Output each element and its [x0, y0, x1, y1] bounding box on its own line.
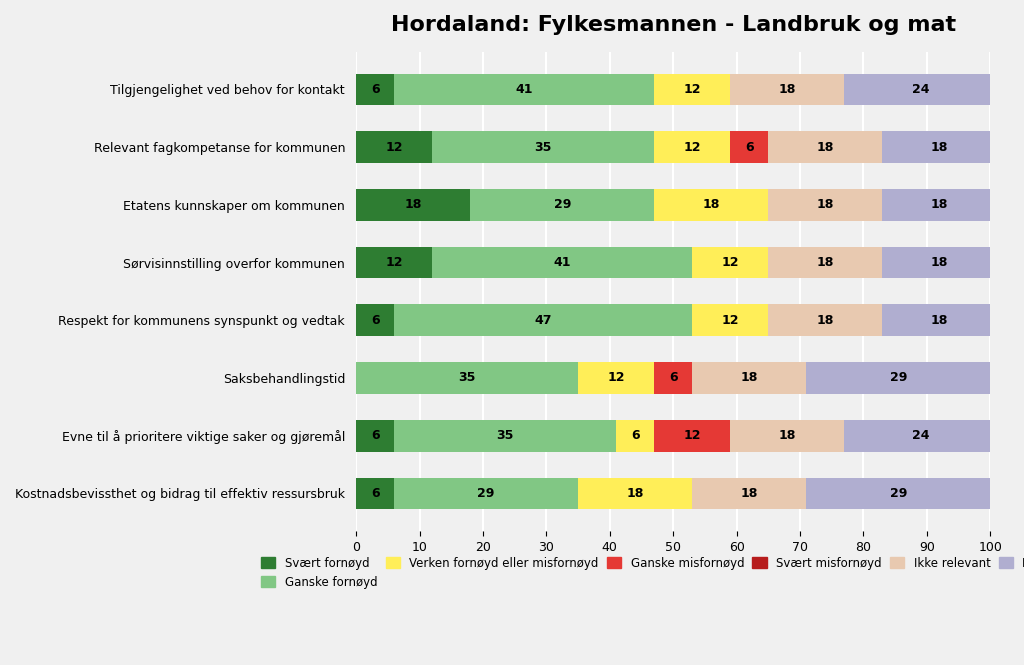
Text: 6: 6 — [669, 372, 678, 384]
Bar — [845, 420, 996, 452]
Text: 18: 18 — [627, 487, 644, 500]
Text: 24: 24 — [911, 429, 929, 442]
Text: 18: 18 — [702, 198, 720, 211]
Bar — [616, 420, 654, 452]
Text: 35: 35 — [497, 429, 514, 442]
Bar — [579, 477, 692, 509]
Text: 29: 29 — [890, 372, 907, 384]
Text: 29: 29 — [477, 487, 495, 500]
Bar — [692, 247, 768, 279]
Text: 6: 6 — [371, 83, 380, 96]
Text: 18: 18 — [931, 198, 948, 211]
Text: 18: 18 — [778, 429, 796, 442]
Text: 35: 35 — [535, 141, 552, 154]
Text: 18: 18 — [817, 198, 835, 211]
Bar — [356, 362, 579, 394]
Text: 47: 47 — [535, 314, 552, 327]
Bar — [806, 477, 990, 509]
Text: 6: 6 — [631, 429, 639, 442]
Bar — [356, 420, 394, 452]
Bar — [768, 247, 883, 279]
Text: 12: 12 — [607, 372, 625, 384]
Text: 18: 18 — [778, 83, 796, 96]
Bar — [356, 189, 470, 221]
Bar — [806, 362, 990, 394]
Text: 18: 18 — [931, 141, 948, 154]
Bar — [394, 477, 579, 509]
Bar — [356, 74, 394, 105]
Bar — [692, 362, 806, 394]
Bar — [394, 420, 616, 452]
Text: 24: 24 — [911, 83, 929, 96]
Bar — [730, 74, 845, 105]
Bar — [883, 131, 996, 163]
Text: 6: 6 — [745, 141, 754, 154]
Bar — [394, 74, 654, 105]
Text: 18: 18 — [740, 487, 758, 500]
Title: Hordaland: Fylkesmannen - Landbruk og mat: Hordaland: Fylkesmannen - Landbruk og ma… — [390, 15, 955, 35]
Bar — [654, 362, 692, 394]
Text: 12: 12 — [683, 83, 701, 96]
Bar — [883, 305, 996, 336]
Bar — [883, 189, 996, 221]
Bar — [654, 420, 730, 452]
Bar — [768, 131, 883, 163]
Bar — [654, 189, 768, 221]
Bar — [845, 74, 996, 105]
Text: 18: 18 — [817, 256, 835, 269]
Bar — [883, 247, 996, 279]
Bar — [356, 247, 432, 279]
Text: 12: 12 — [722, 256, 739, 269]
Bar — [768, 305, 883, 336]
Text: 29: 29 — [890, 487, 907, 500]
Bar — [432, 247, 692, 279]
Bar — [654, 131, 730, 163]
Text: 18: 18 — [740, 372, 758, 384]
Bar — [692, 477, 806, 509]
Text: 18: 18 — [931, 256, 948, 269]
Text: 12: 12 — [683, 141, 701, 154]
Text: 12: 12 — [385, 141, 402, 154]
Bar — [768, 189, 883, 221]
Text: 18: 18 — [817, 141, 835, 154]
Text: 6: 6 — [371, 487, 380, 500]
Text: 6: 6 — [371, 314, 380, 327]
Bar — [730, 420, 845, 452]
Bar — [394, 305, 692, 336]
Text: 18: 18 — [817, 314, 835, 327]
Text: 12: 12 — [385, 256, 402, 269]
Legend: Svært fornøyd, Ganske fornøyd, Verken fornøyd eller misfornøyd, Ganske misfornøy: Svært fornøyd, Ganske fornøyd, Verken fo… — [258, 553, 1024, 593]
Text: 29: 29 — [554, 198, 571, 211]
Text: 18: 18 — [931, 314, 948, 327]
Bar — [432, 131, 654, 163]
Bar — [730, 131, 768, 163]
Text: 41: 41 — [515, 83, 532, 96]
Text: 18: 18 — [404, 198, 422, 211]
Bar — [356, 477, 394, 509]
Text: 35: 35 — [459, 372, 476, 384]
Text: 6: 6 — [371, 429, 380, 442]
Bar — [579, 362, 654, 394]
Bar — [356, 131, 432, 163]
Bar — [654, 74, 730, 105]
Text: 12: 12 — [722, 314, 739, 327]
Bar — [692, 305, 768, 336]
Text: 41: 41 — [553, 256, 571, 269]
Bar — [470, 189, 654, 221]
Text: 12: 12 — [683, 429, 701, 442]
Bar — [356, 305, 394, 336]
